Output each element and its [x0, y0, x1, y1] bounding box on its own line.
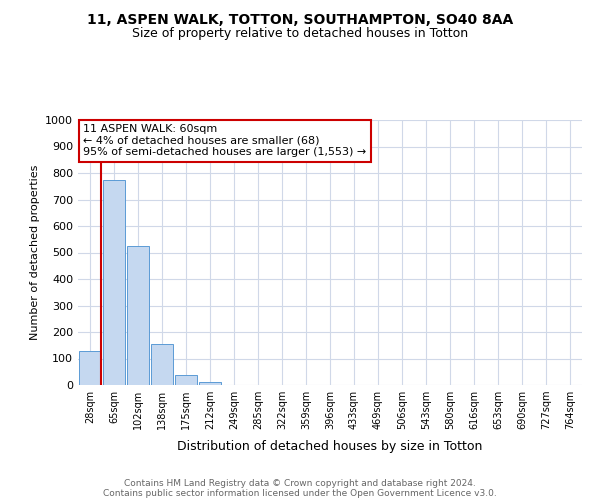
Bar [175, 375, 197, 385]
Y-axis label: Number of detached properties: Number of detached properties [29, 165, 40, 340]
Bar [127, 246, 149, 385]
Bar [103, 180, 125, 385]
Text: Contains public sector information licensed under the Open Government Licence v3: Contains public sector information licen… [103, 488, 497, 498]
Text: Contains HM Land Registry data © Crown copyright and database right 2024.: Contains HM Land Registry data © Crown c… [124, 478, 476, 488]
Text: 11 ASPEN WALK: 60sqm
← 4% of detached houses are smaller (68)
95% of semi-detach: 11 ASPEN WALK: 60sqm ← 4% of detached ho… [83, 124, 366, 157]
Bar [79, 350, 101, 385]
Bar [199, 382, 221, 385]
Text: Size of property relative to detached houses in Totton: Size of property relative to detached ho… [132, 28, 468, 40]
Text: 11, ASPEN WALK, TOTTON, SOUTHAMPTON, SO40 8AA: 11, ASPEN WALK, TOTTON, SOUTHAMPTON, SO4… [87, 12, 513, 26]
Bar [151, 344, 173, 385]
X-axis label: Distribution of detached houses by size in Totton: Distribution of detached houses by size … [178, 440, 482, 454]
